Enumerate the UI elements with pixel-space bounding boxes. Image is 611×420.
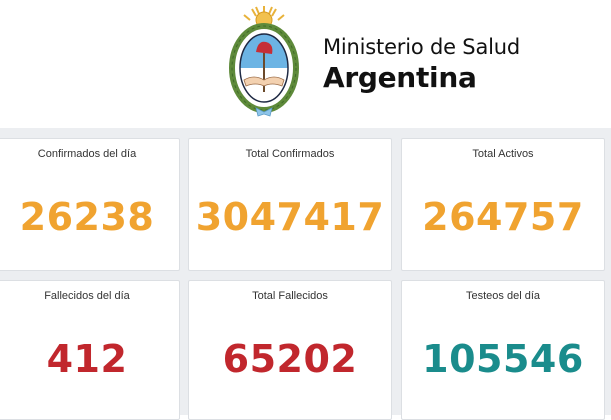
card-total-fallecidos: Total Fallecidos 65202 xyxy=(188,280,392,420)
card-total-activos: Total Activos 264757 xyxy=(401,138,605,271)
card-label: Confirmados del día xyxy=(37,148,137,160)
ministry-name: Ministerio de Salud xyxy=(323,35,520,59)
page-header: Ministerio de Salud Argentina xyxy=(0,0,611,128)
stats-panel: Confirmados del día 26238 Total Confirma… xyxy=(0,128,611,420)
card-label: Total Fallecidos xyxy=(252,290,328,302)
card-label: Total Confirmados xyxy=(245,148,335,160)
card-fallecidos-dia: Fallecidos del día 412 xyxy=(0,280,180,420)
card-value: 105546 xyxy=(422,337,584,381)
card-value: 412 xyxy=(46,337,128,381)
card-label: Total Activos xyxy=(472,148,534,160)
card-testeos-dia: Testeos del día 105546 xyxy=(401,280,605,420)
card-value: 26238 xyxy=(19,195,155,239)
country-name: Argentina xyxy=(323,61,477,94)
ministry-brand: Ministerio de Salud Argentina xyxy=(323,34,520,96)
coat-of-arms-icon xyxy=(229,6,299,117)
card-confirmados-dia: Confirmados del día 26238 xyxy=(0,138,180,271)
card-label: Fallecidos del día xyxy=(44,290,130,302)
card-total-confirmados: Total Confirmados 3047417 xyxy=(188,138,392,271)
card-value: 3047417 xyxy=(195,195,385,239)
card-value: 264757 xyxy=(422,195,584,239)
card-value: 65202 xyxy=(222,337,358,381)
card-label: Testeos del día xyxy=(466,290,540,302)
